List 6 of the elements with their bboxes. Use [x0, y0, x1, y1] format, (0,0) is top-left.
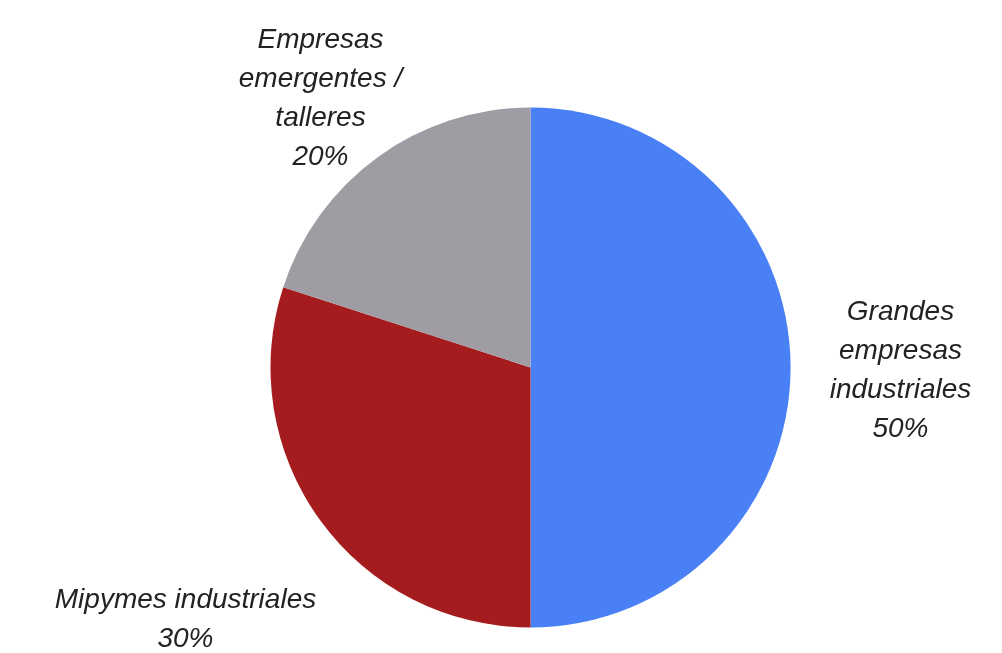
slice-label: Mipymes industriales: [54, 583, 317, 614]
slice-label: Grandes empresas industriales: [829, 295, 972, 404]
data-label: 20%: [291, 140, 349, 171]
data-label: 50%: [872, 412, 929, 443]
slice-label: Empresas emergentes / talleres: [238, 23, 406, 132]
data-label: 30%: [157, 622, 214, 653]
